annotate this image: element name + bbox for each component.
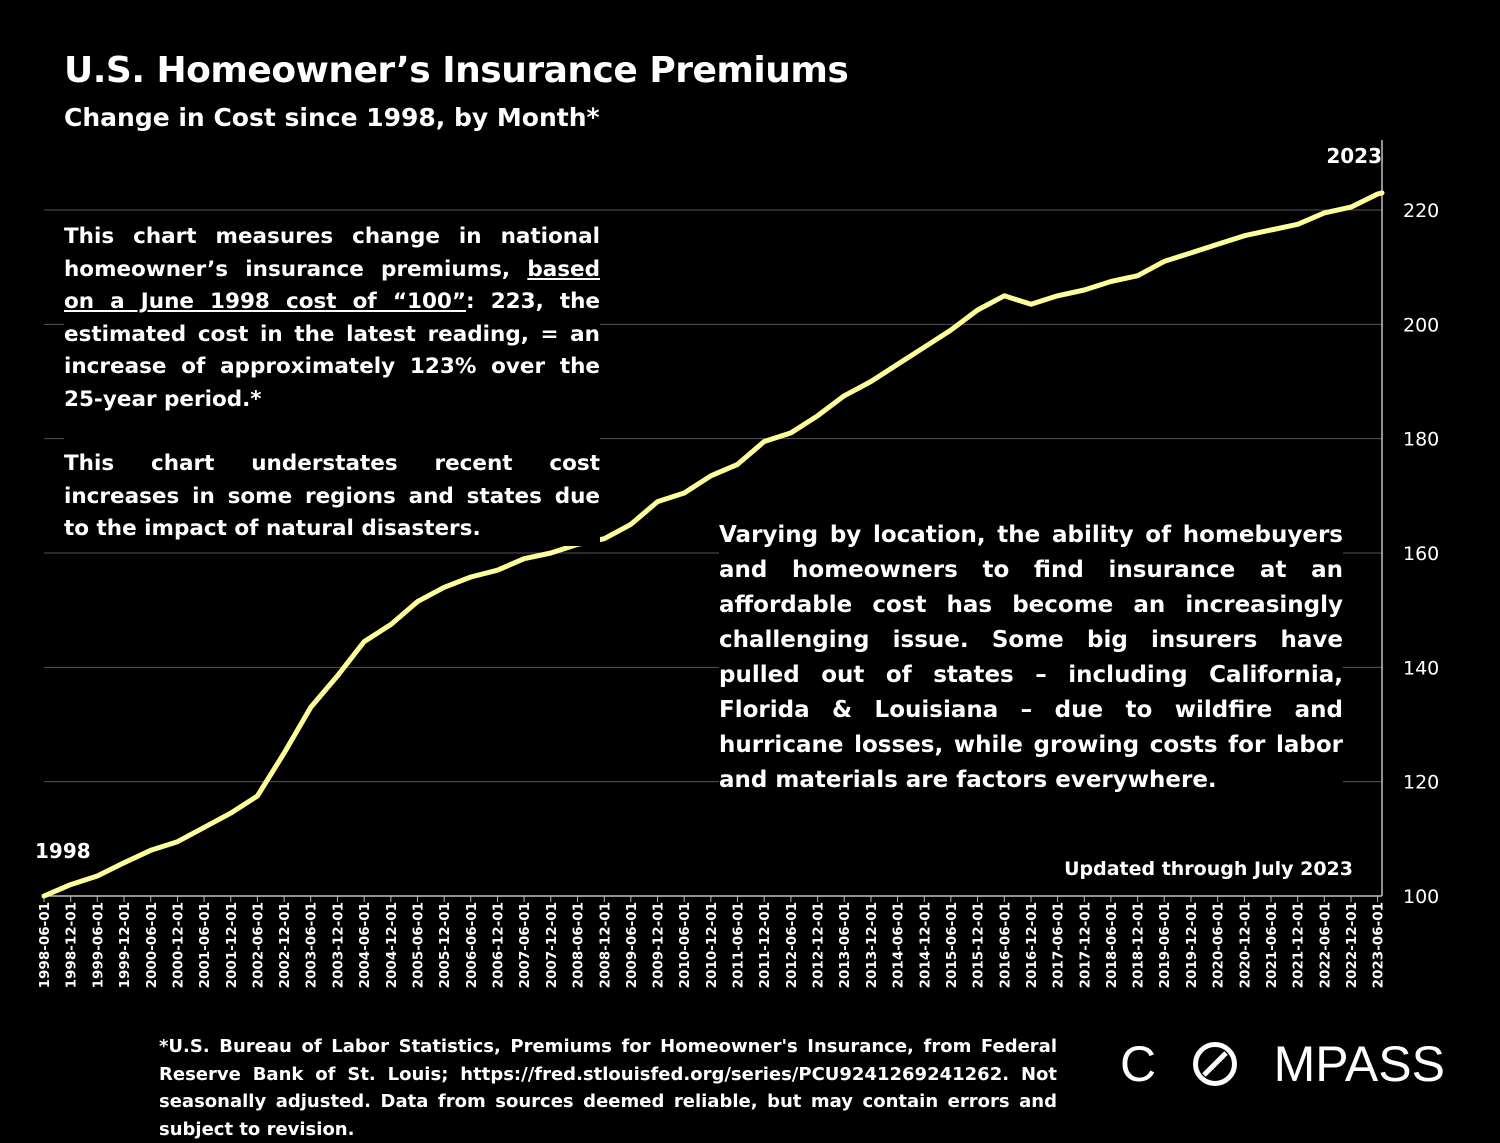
x-tick-label: 2015-12-01 — [971, 902, 987, 988]
x-tick-label: 2003-12-01 — [330, 902, 346, 988]
x-tick-label: 2017-12-01 — [1077, 902, 1093, 988]
x-tick-label: 2021-12-01 — [1291, 902, 1307, 988]
chart-title: U.S. Homeowner’s Insurance Premiums — [64, 50, 849, 91]
x-tick-label: 2010-06-01 — [677, 902, 693, 988]
axes — [43, 140, 1383, 902]
x-tick-label: 2007-06-01 — [517, 902, 533, 988]
note-paragraph-2: This chart understates recent cost incre… — [64, 451, 600, 541]
x-tick-label: 2009-06-01 — [624, 902, 640, 988]
x-tick-label: 1999-06-01 — [90, 902, 106, 988]
x-tick-label: 2012-06-01 — [784, 902, 800, 988]
x-tick-label: 2016-06-01 — [997, 902, 1013, 988]
x-tick-label: 2011-06-01 — [730, 902, 746, 988]
x-tick-label: 2013-12-01 — [864, 902, 880, 988]
x-tick-label: 2003-06-01 — [304, 902, 320, 988]
y-tick-label: 120 — [1403, 772, 1439, 794]
logo-o-mark-icon — [1192, 1041, 1238, 1087]
x-tick-label: 2011-12-01 — [757, 902, 773, 988]
x-tick-label: 2002-06-01 — [250, 902, 266, 988]
annotations: 1998 2023 — [35, 144, 1382, 863]
x-tick-label: 2015-06-01 — [944, 902, 960, 988]
note-paragraph-1: This chart measures change in national h… — [64, 221, 600, 416]
x-tick-label: 2004-12-01 — [384, 902, 400, 988]
y-tick-label: 180 — [1403, 429, 1439, 451]
note-text: : 223, the estimated cost in the latest … — [64, 289, 601, 412]
x-tick-label: 2006-12-01 — [490, 902, 506, 988]
explanatory-note-right: Varying by location, the ability of home… — [719, 518, 1343, 798]
x-tick-label: 2004-06-01 — [357, 902, 373, 988]
note-underlined-text: based on a June 1998 cost of “100” — [64, 256, 600, 315]
x-tick-label: 2000-12-01 — [170, 902, 186, 988]
x-tick-label: 2012-12-01 — [811, 902, 827, 988]
x-tick-label: 2018-12-01 — [1131, 902, 1147, 988]
series-line — [41, 190, 1385, 899]
x-tick-label: 2000-06-01 — [144, 902, 160, 988]
x-tick-label: 2021-06-01 — [1264, 902, 1280, 988]
logo-letters: MPASS — [1273, 1036, 1445, 1092]
x-axis-tick-labels: 1998-06-01 1998-12-01 1999-06-01 1999-12-01… — [37, 902, 1387, 988]
annotation-start-year: 1998 — [35, 839, 91, 863]
y-tick-label: 140 — [1403, 657, 1439, 679]
x-tick-label: 2009-12-01 — [651, 902, 667, 988]
x-tick-label: 2018-06-01 — [1104, 902, 1120, 988]
x-tick-label: 2008-06-01 — [571, 902, 587, 988]
annotation-end-year: 2023 — [1326, 144, 1382, 168]
x-tick-label: 2023-06-01 — [1371, 902, 1387, 988]
x-tick-label: 2013-06-01 — [837, 902, 853, 988]
x-tick-label: 2006-06-01 — [464, 902, 480, 988]
series-layer — [41, 190, 1385, 899]
x-tick-label: 2022-12-01 — [1344, 902, 1360, 988]
x-tick-label: 2007-12-01 — [544, 902, 560, 988]
x-tick-label: 2016-12-01 — [1024, 902, 1040, 988]
x-tick-label: 2001-06-01 — [197, 902, 213, 988]
compass-logo: C MPASS — [1120, 1035, 1445, 1093]
x-tick-label: 2005-06-01 — [410, 902, 426, 988]
x-tick-label: 2010-12-01 — [704, 902, 720, 988]
x-tick-label: 2017-06-01 — [1051, 902, 1067, 988]
source-footnote: *U.S. Bureau of Labor Statistics, Premiu… — [159, 1036, 1057, 1140]
y-tick-label: 160 — [1403, 543, 1439, 565]
y-axis-tick-labels: 100 120 140 160 180 200 220 — [1403, 200, 1439, 908]
x-tick-label: 2022-06-01 — [1317, 902, 1333, 988]
x-tick-label: 1998-06-01 — [37, 902, 53, 988]
x-tick-label: 1999-12-01 — [117, 902, 133, 988]
x-tick-label: 2001-12-01 — [224, 902, 240, 988]
chart-subtitle: Change in Cost since 1998, by Month* — [64, 103, 600, 132]
x-tick-label: 2005-12-01 — [437, 902, 453, 988]
x-tick-label: 2014-06-01 — [891, 902, 907, 988]
x-tick-label: 2008-12-01 — [597, 902, 613, 988]
x-tick-label: 2014-12-01 — [917, 902, 933, 988]
x-tick-label: 2020-06-01 — [1211, 902, 1227, 988]
y-tick-label: 220 — [1403, 200, 1439, 222]
y-tick-label: 200 — [1403, 314, 1439, 336]
y-tick-label: 100 — [1403, 886, 1439, 908]
x-tick-label: 2020-12-01 — [1237, 902, 1253, 988]
x-tick-label: 2019-06-01 — [1157, 902, 1173, 988]
note-text: This chart measures change in national h… — [64, 224, 600, 282]
x-tick-label: 2002-12-01 — [277, 902, 293, 988]
x-tick-label: 1998-12-01 — [64, 902, 80, 988]
x-tick-label: 2019-12-01 — [1184, 902, 1200, 988]
logo-letter: C — [1120, 1036, 1157, 1092]
updated-through-label: Updated through July 2023 — [1064, 858, 1353, 880]
explanatory-note-left: This chart measures change in national h… — [64, 221, 600, 546]
